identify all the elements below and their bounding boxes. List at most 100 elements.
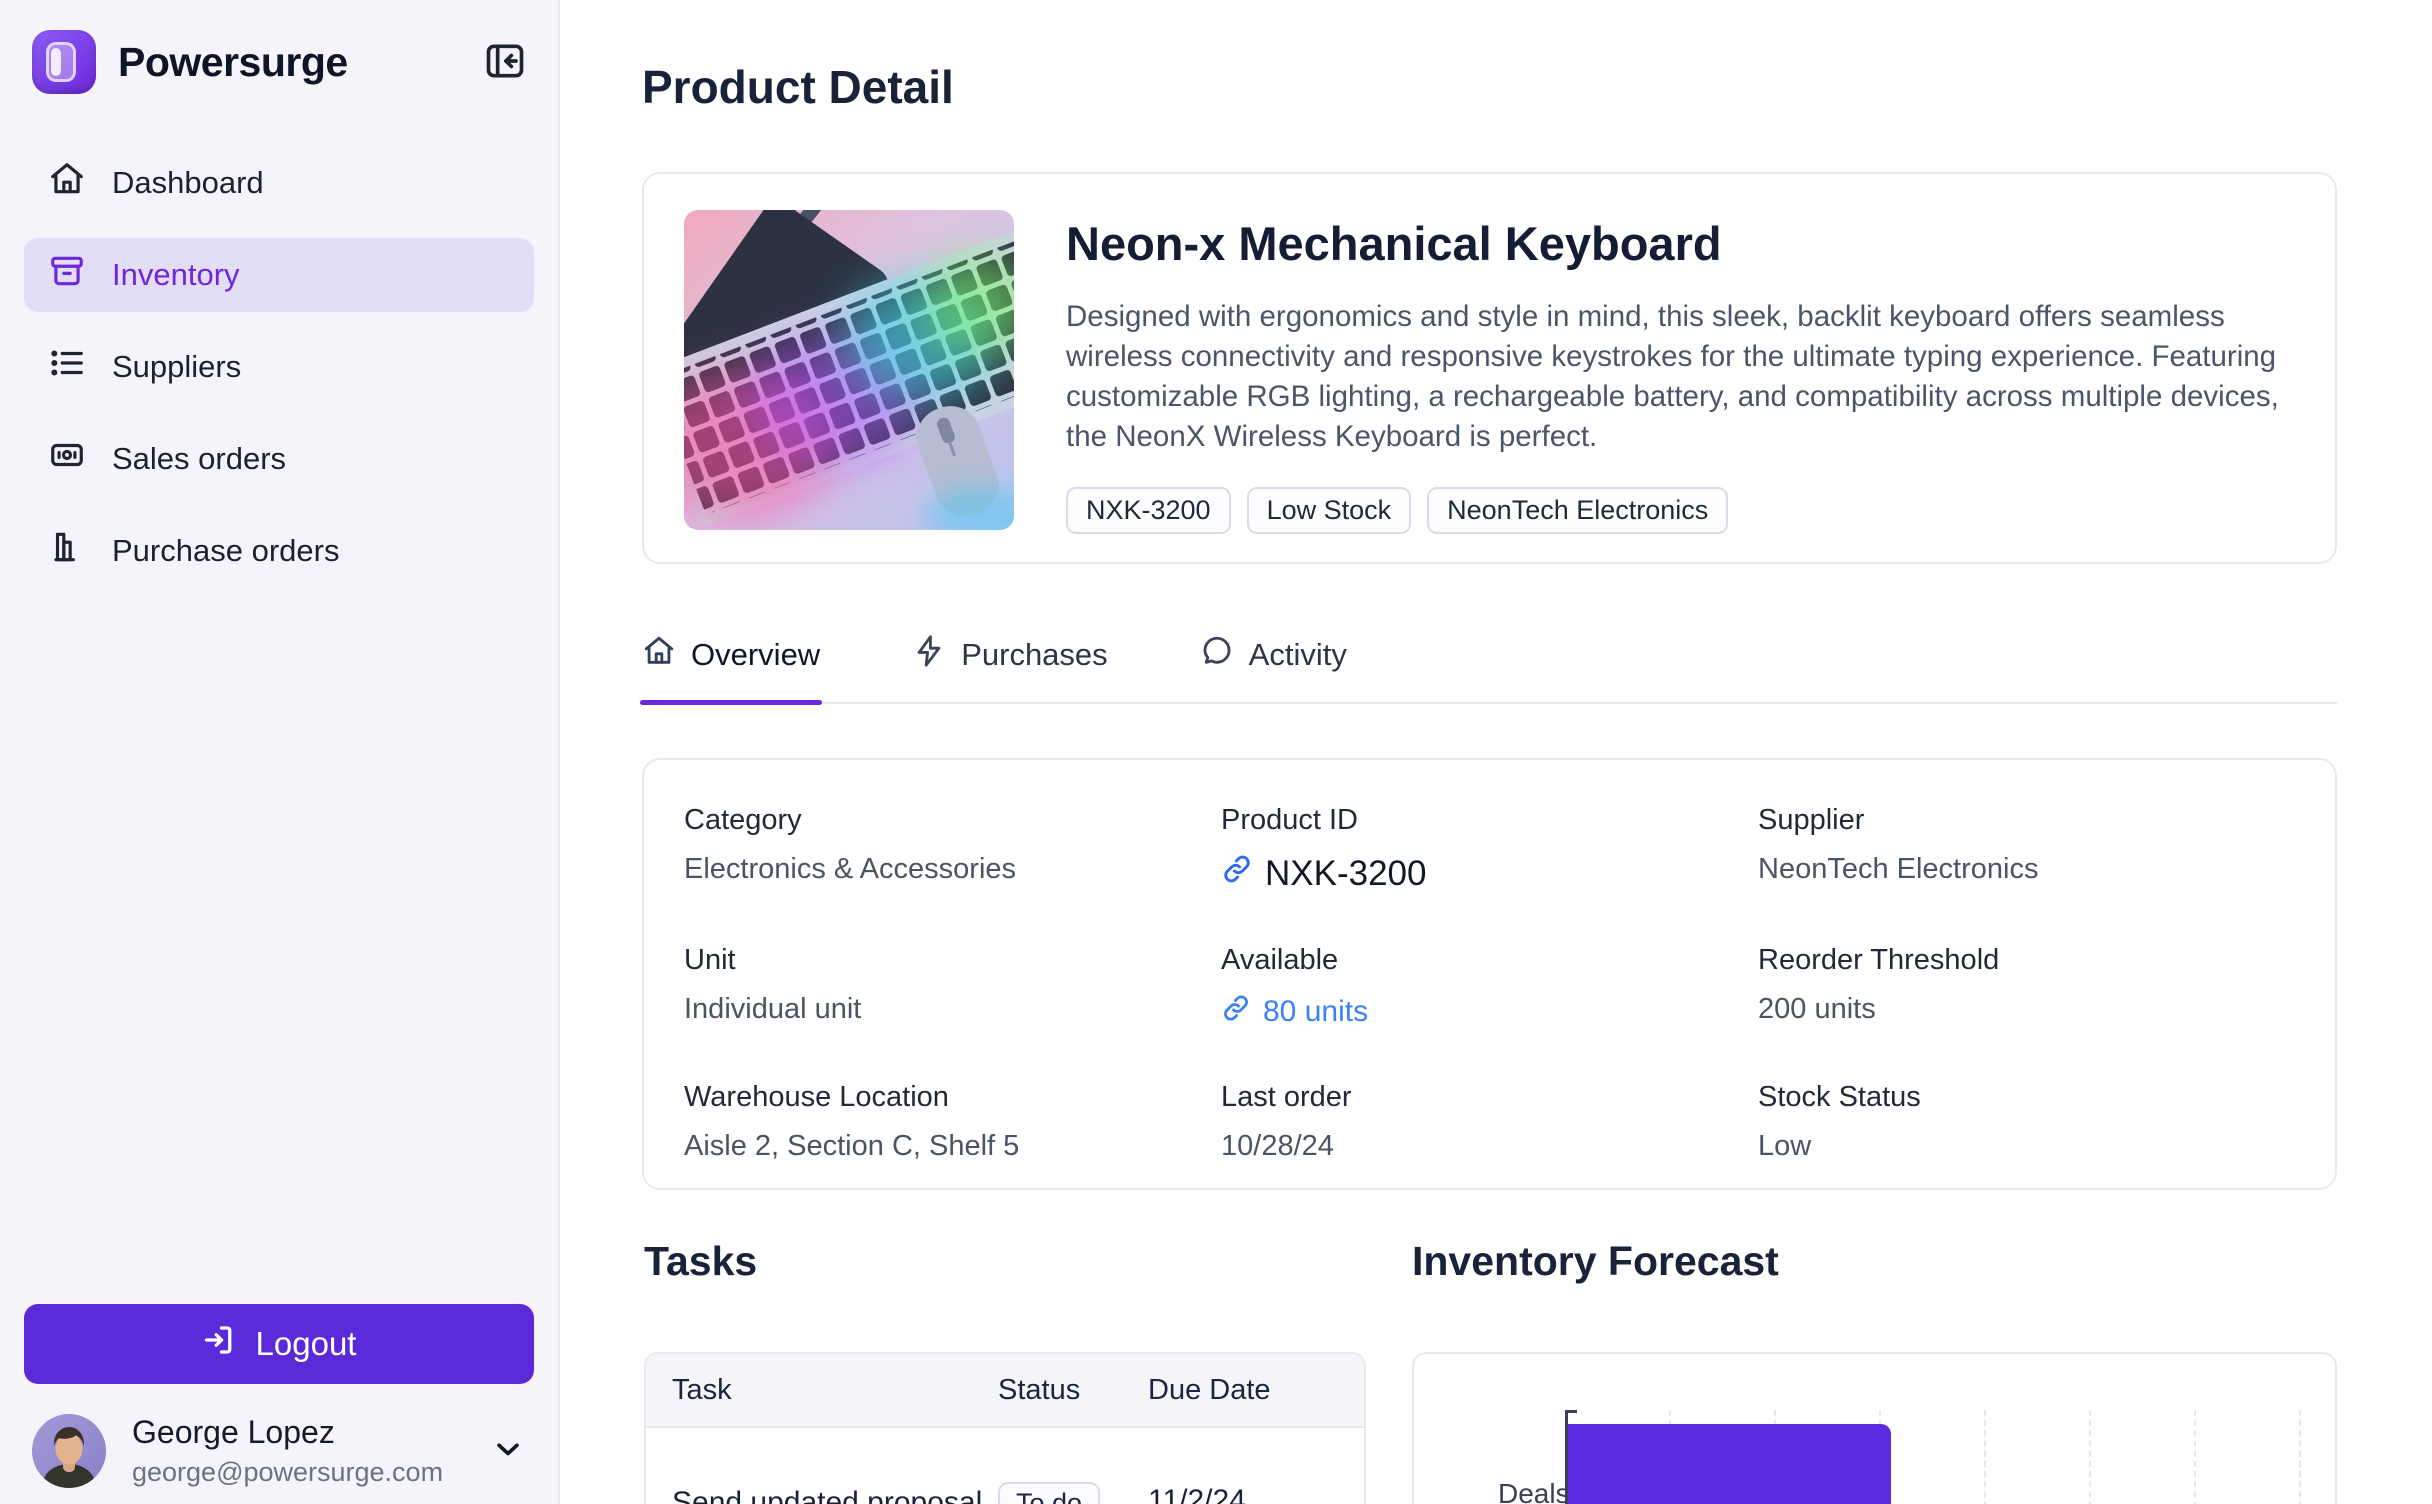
tasks-title: Tasks xyxy=(644,1238,758,1284)
sidebar-item-label: Purchase orders xyxy=(112,533,340,568)
field-product-id: Product ID NXK-3200 xyxy=(1221,804,1758,894)
deals-bar xyxy=(1568,1424,1891,1504)
chart-category-label: Deals xyxy=(1498,1478,1570,1504)
task-name: Send updated proposal xyxy=(672,1486,983,1504)
sidebar-footer: Logout George Lopez xyxy=(24,1304,534,1490)
field-supplier: Supplier NeonTech Electronics xyxy=(1758,804,2295,894)
available-units-link[interactable]: 80 units xyxy=(1221,993,1758,1031)
column-status: Status xyxy=(998,1373,1081,1406)
column-task: Task xyxy=(672,1373,732,1406)
sidebar: Powersurge Dashboard xyxy=(0,0,560,1504)
chat-bubble-icon xyxy=(1200,634,1234,676)
sidebar-item-dashboard[interactable]: Dashboard xyxy=(24,146,534,220)
field-label: Available xyxy=(1221,944,1339,976)
app-name: Powersurge xyxy=(118,38,348,85)
field-label: Unit xyxy=(684,944,736,976)
user-name: George Lopez xyxy=(132,1414,335,1451)
chevron-down-icon[interactable] xyxy=(490,1431,526,1472)
field-label: Warehouse Location xyxy=(684,1081,949,1113)
tab-purchases[interactable]: Purchases xyxy=(912,632,1108,702)
product-image xyxy=(684,210,1014,530)
field-value: NeonTech Electronics xyxy=(1758,853,2039,885)
product-info: Neon-x Mechanical Keyboard Designed with… xyxy=(1066,210,2295,534)
gridline xyxy=(2299,1410,2301,1504)
user-info: George Lopez george@powersurge.com xyxy=(132,1412,443,1490)
powersurge-logo xyxy=(32,30,96,94)
tab-label: Overview xyxy=(691,637,821,672)
sidebar-item-label: Sales orders xyxy=(112,441,287,476)
field-label: Category xyxy=(684,804,802,836)
bar-columns-icon xyxy=(48,528,86,574)
gridline xyxy=(2089,1410,2091,1504)
field-reorder-threshold: Reorder Threshold 200 units xyxy=(1758,944,2295,1031)
field-value: Individual unit xyxy=(684,993,862,1025)
product-description: Designed with ergonomics and style in mi… xyxy=(1066,300,2279,453)
sku-badge: NXK-3200 xyxy=(1066,487,1231,534)
gridline xyxy=(2194,1410,2196,1504)
field-category: Category Electronics & Accessories xyxy=(684,804,1221,894)
home-icon xyxy=(642,634,676,676)
column-due-date: Due Date xyxy=(1148,1373,1271,1406)
tasks-table-header: Task Status Due Date xyxy=(646,1354,1364,1428)
field-value: Low xyxy=(1758,1130,1812,1162)
stock-badge: Low Stock xyxy=(1246,487,1412,534)
link-icon xyxy=(1221,853,1253,894)
sidebar-item-label: Dashboard xyxy=(112,165,264,200)
lightning-icon xyxy=(912,634,946,676)
sidebar-nav: Dashboard Inventory Suppliers xyxy=(24,146,534,588)
chart-plot-area xyxy=(1568,1424,2318,1504)
field-last-order: Last order 10/28/24 xyxy=(1221,1081,1758,1163)
main-content: Product Detail xyxy=(639,0,2337,1504)
field-label: Product ID xyxy=(1221,804,1358,836)
logout-label: Logout xyxy=(255,1325,357,1363)
avatar xyxy=(32,1414,106,1489)
tab-activity[interactable]: Activity xyxy=(1200,632,1347,702)
tab-bar: Overview Purchases Activity xyxy=(639,632,2337,705)
product-card: Neon-x Mechanical Keyboard Designed with… xyxy=(642,172,2337,564)
tasks-table: Task Status Due Date Send updated propos… xyxy=(644,1352,1366,1504)
details-card: Category Electronics & Accessories Produ… xyxy=(642,758,2337,1190)
sidebar-collapse-button[interactable] xyxy=(482,39,528,85)
forecast-title: Inventory Forecast xyxy=(1412,1238,1779,1284)
sidebar-item-suppliers[interactable]: Suppliers xyxy=(24,330,534,404)
panel-collapse-icon xyxy=(483,39,527,86)
tab-overview[interactable]: Overview xyxy=(639,632,823,705)
field-unit: Unit Individual unit xyxy=(684,944,1221,1031)
field-label: Reorder Threshold xyxy=(1758,944,2000,976)
logout-icon xyxy=(202,1322,238,1366)
sidebar-item-sales-orders[interactable]: Sales orders xyxy=(24,422,534,496)
field-value: 200 units xyxy=(1758,993,1876,1025)
tab-label: Purchases xyxy=(961,637,1108,672)
page-title: Product Detail xyxy=(642,61,954,113)
field-value: 10/28/24 xyxy=(1221,1130,1334,1162)
field-value: Aisle 2, Section C, Shelf 5 xyxy=(684,1130,1020,1162)
inventory-box-icon xyxy=(48,252,86,298)
field-label: Stock Status xyxy=(1758,1081,1921,1113)
field-available: Available 80 units xyxy=(1221,944,1758,1031)
table-row: Send updated proposal To do 11/2/24 xyxy=(646,1428,1364,1504)
field-stock-status: Stock Status Low xyxy=(1758,1081,2295,1163)
sidebar-item-label: Inventory xyxy=(112,257,240,292)
field-value: Electronics & Accessories xyxy=(684,853,1017,885)
status-badge: To do xyxy=(998,1481,1101,1504)
home-icon xyxy=(48,160,86,206)
gridline xyxy=(1984,1410,1986,1504)
supplier-badge: NeonTech Electronics xyxy=(1427,487,1729,534)
product-id-link[interactable]: NXK-3200 xyxy=(1221,853,1758,894)
link-icon xyxy=(1221,993,1251,1031)
forecast-chart-card: Deals xyxy=(1412,1352,2337,1504)
user-email: george@powersurge.com xyxy=(132,1457,444,1488)
logout-button[interactable]: Logout xyxy=(24,1304,534,1385)
sidebar-header: Powersurge xyxy=(0,0,558,94)
sidebar-item-inventory[interactable]: Inventory xyxy=(24,238,534,312)
due-date-link[interactable]: 11/2/24 xyxy=(1148,1484,1246,1504)
sidebar-item-purchase-orders[interactable]: Purchase orders xyxy=(24,514,534,588)
chart-y-axis xyxy=(1565,1410,1577,1504)
field-warehouse-location: Warehouse Location Aisle 2, Section C, S… xyxy=(684,1081,1221,1163)
user-menu[interactable]: George Lopez george@powersurge.com xyxy=(24,1412,534,1490)
field-label: Supplier xyxy=(1758,804,1865,836)
badge-row: NXK-3200 Low Stock NeonTech Electronics xyxy=(1066,487,2295,534)
cash-register-icon xyxy=(48,436,86,482)
sidebar-item-label: Suppliers xyxy=(112,349,242,384)
